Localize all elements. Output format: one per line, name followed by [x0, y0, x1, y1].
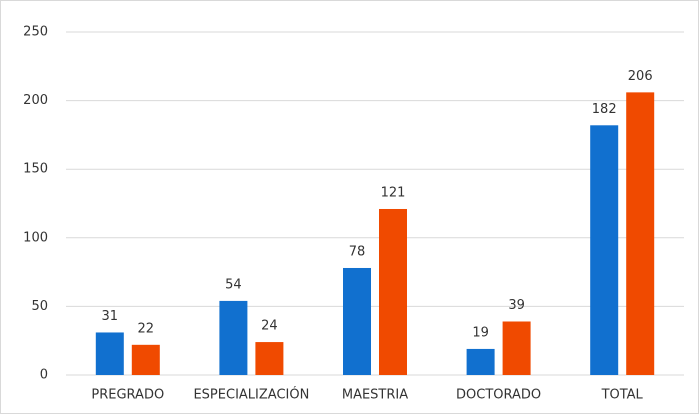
data-label: 78 — [349, 244, 366, 259]
y-tick-label: 0 — [40, 368, 48, 383]
x-tick-label: TOTAL — [601, 388, 644, 403]
y-tick-label: 200 — [23, 93, 48, 108]
data-label: 22 — [138, 321, 155, 336]
y-tick-label: 150 — [23, 162, 48, 177]
data-label: 121 — [381, 185, 406, 200]
x-tick-label: DOCTORADO — [456, 388, 541, 403]
data-label: 39 — [508, 298, 525, 313]
data-label: 19 — [472, 325, 489, 340]
bar — [466, 348, 495, 375]
y-tick-label: 50 — [31, 299, 48, 314]
data-label: 182 — [592, 102, 617, 117]
bar — [626, 92, 655, 376]
data-label: 206 — [628, 69, 653, 84]
bar — [590, 125, 619, 376]
bar — [502, 321, 531, 375]
x-tick-label: MAESTRIA — [342, 388, 408, 403]
bar — [219, 300, 248, 375]
x-tick-label: ESPECIALIZACIÓN — [193, 387, 309, 403]
data-label: 24 — [261, 319, 278, 334]
data-label: 54 — [225, 277, 242, 292]
bar — [131, 344, 160, 375]
bar — [379, 208, 407, 375]
y-tick-label: 250 — [23, 25, 48, 40]
data-label: 31 — [102, 309, 119, 324]
x-tick-label: PREGRADO — [91, 388, 164, 403]
y-tick-label: 100 — [23, 230, 48, 245]
bar — [255, 342, 284, 375]
bar — [343, 267, 371, 375]
bar — [95, 332, 124, 375]
